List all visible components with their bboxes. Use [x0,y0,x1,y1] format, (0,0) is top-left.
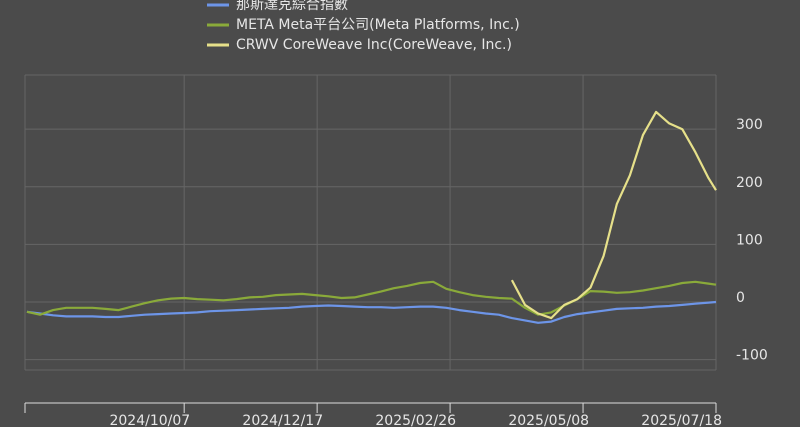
x-tick-label: 2025/07/18 [641,413,722,427]
series-line [26,300,717,324]
y-tick-label: 100 [736,232,763,248]
y-tick-label: -100 [736,348,768,364]
y-tick-label: 300 [736,117,763,133]
y-tick-label: 0 [736,290,745,306]
series-line [510,110,717,320]
legend-label: CRWV CoreWeave Inc(CoreWeave, Inc.) [236,37,512,53]
series-line [26,280,717,316]
y-tick-label: 200 [736,175,763,191]
x-tick-label: 2025/05/08 [508,413,589,427]
x-tick-label: 2024/12/17 [242,413,323,427]
x-tick-label: 2024/10/07 [109,413,190,427]
legend-label: META Meta平台公司(Meta Platforms, Inc.) [236,17,520,33]
x-tick-label: 2025/02/26 [375,413,456,427]
legend-label: 那斯達克綜合指數 [236,0,348,13]
